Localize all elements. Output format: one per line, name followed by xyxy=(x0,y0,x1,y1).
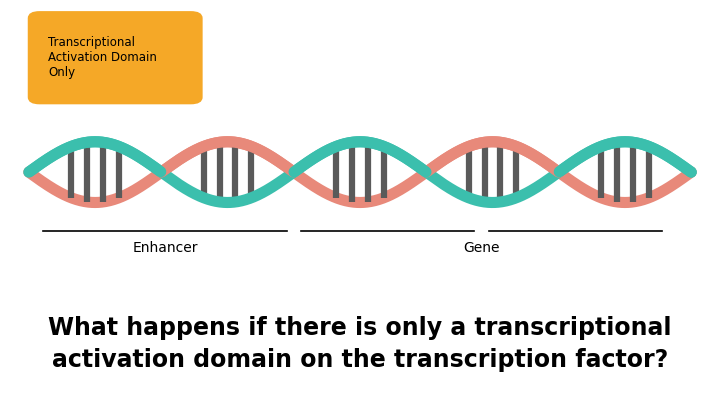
FancyBboxPatch shape xyxy=(29,12,202,103)
Text: Gene: Gene xyxy=(464,241,500,255)
Text: Enhancer: Enhancer xyxy=(132,241,197,255)
Text: What happens if there is only a transcriptional
activation domain on the transcr: What happens if there is only a transcri… xyxy=(48,316,672,372)
Text: Transcriptional
Activation Domain
Only: Transcriptional Activation Domain Only xyxy=(48,36,157,79)
